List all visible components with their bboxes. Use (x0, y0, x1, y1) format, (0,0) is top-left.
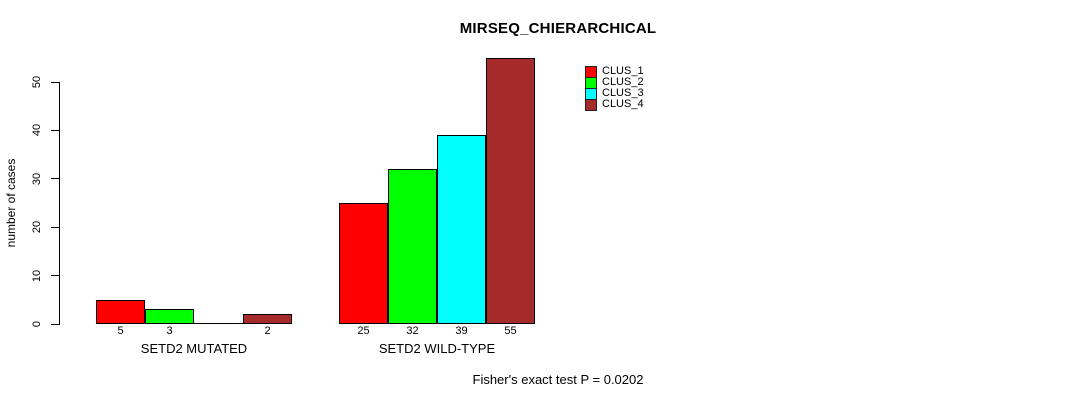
bar-value-label: 25 (357, 325, 370, 337)
y-axis-tick-label: 10 (31, 269, 43, 282)
y-axis-tick (51, 226, 59, 228)
bar-clus_4-wild-type (486, 58, 535, 324)
group-label-setd2-mutated: SETD2 MUTATED (140, 341, 248, 356)
y-axis-label: number of cases (4, 158, 18, 248)
bar-clus_2-wild-type (388, 169, 437, 324)
y-axis-tick (51, 323, 59, 325)
bar-clus_2-mutated (145, 309, 194, 324)
legend-label: CLUS_2 (602, 76, 644, 88)
bar-value-label: 39 (455, 325, 468, 337)
y-axis-tick-label: 0 (31, 320, 43, 328)
legend-row-clus_4: CLUS_4 (585, 98, 644, 111)
bar-value-label: 55 (504, 325, 517, 337)
y-axis-tick-label: 40 (31, 124, 43, 137)
bar-clus_3-mutated (194, 323, 243, 324)
group-label-setd2-wild-type: SETD2 WILD-TYPE (378, 341, 496, 356)
bar-value-label: 5 (117, 325, 124, 337)
y-axis-line (59, 82, 60, 325)
bar-clus_3-wild-type (437, 135, 486, 324)
y-axis-tick (51, 81, 59, 83)
chart-title: MIRSEQ_CHIERARCHICAL (459, 20, 657, 37)
legend-swatch-icon (585, 98, 597, 111)
y-axis-tick (51, 275, 59, 277)
bar-clus_4-mutated (243, 314, 292, 324)
bar-value-label: 3 (166, 325, 173, 337)
y-axis-tick-label: 30 (31, 172, 43, 185)
legend-label: CLUS_4 (602, 98, 644, 110)
y-axis-tick-label: 50 (31, 75, 43, 89)
legend-label: CLUS_1 (602, 65, 644, 77)
bar-clus_1-mutated (96, 300, 145, 324)
fisher-test-annotation: Fisher's exact test P = 0.0202 (472, 372, 644, 387)
y-axis-tick-label: 20 (31, 221, 43, 234)
bar-clus_1-wild-type (339, 203, 388, 324)
legend-label: CLUS_3 (602, 87, 644, 99)
y-axis-tick (51, 129, 59, 131)
legend: CLUS_1 CLUS_2 CLUS_3 CLUS_4 (585, 65, 644, 111)
bar-value-label: 32 (406, 325, 419, 337)
bar-value-label: 2 (264, 325, 271, 337)
y-axis-tick (51, 178, 59, 180)
